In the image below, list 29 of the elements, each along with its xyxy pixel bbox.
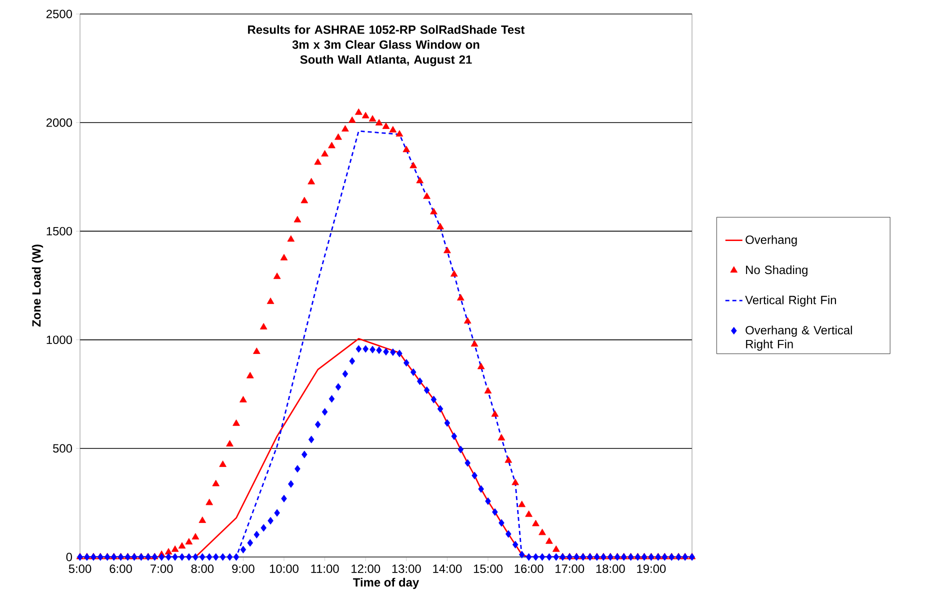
- y-tick-label: 1500: [46, 226, 72, 236]
- legend-label: No Shading: [746, 265, 808, 276]
- y-axis-title: Zone Load (W): [32, 244, 44, 327]
- x-tick-label: 7:00: [150, 564, 173, 573]
- x-tick-label: 13:00: [392, 564, 421, 573]
- y-tick-label: 2500: [46, 10, 72, 18]
- x-tick-label: 17:00: [556, 564, 584, 573]
- x-tick-label: 6:00: [110, 564, 132, 573]
- x-tick-label: 18:00: [596, 564, 625, 573]
- x-axis-title: Time of day: [353, 578, 420, 589]
- x-tick-label: 19:00: [637, 564, 666, 573]
- x-tick-label: 12:00: [352, 564, 380, 573]
- x-tick-label: 11:00: [311, 564, 339, 573]
- text: Results for ASHRAE 1052-RP SolRadShade Test: [248, 25, 525, 34]
- y-tick-label: 2000: [46, 118, 72, 127]
- legend-label: Vertical Right Fin: [745, 295, 836, 307]
- legend-label: Overhang & Vertical Right Fin: [746, 326, 852, 351]
- x-tick-label: 8:00: [191, 564, 214, 573]
- x-tick-label: 14:00: [433, 564, 462, 573]
- text: 3m x 3m Clear Glass Window on South Wall Atlanta, August 21: [292, 40, 480, 66]
- x-tick-label: 5:00: [68, 564, 92, 573]
- y-tick-label: 1000: [46, 336, 72, 344]
- x-tick-label: 15:00: [474, 564, 502, 573]
- y-tick-label: 0: [66, 552, 72, 562]
- legend-label: Overhang: [746, 235, 797, 246]
- x-tick-label: 16:00: [514, 564, 544, 573]
- x-tick-label: 9:00: [232, 564, 254, 573]
- y-tick-label: 500: [53, 444, 72, 453]
- x-tick-label: 10:00: [270, 564, 298, 573]
